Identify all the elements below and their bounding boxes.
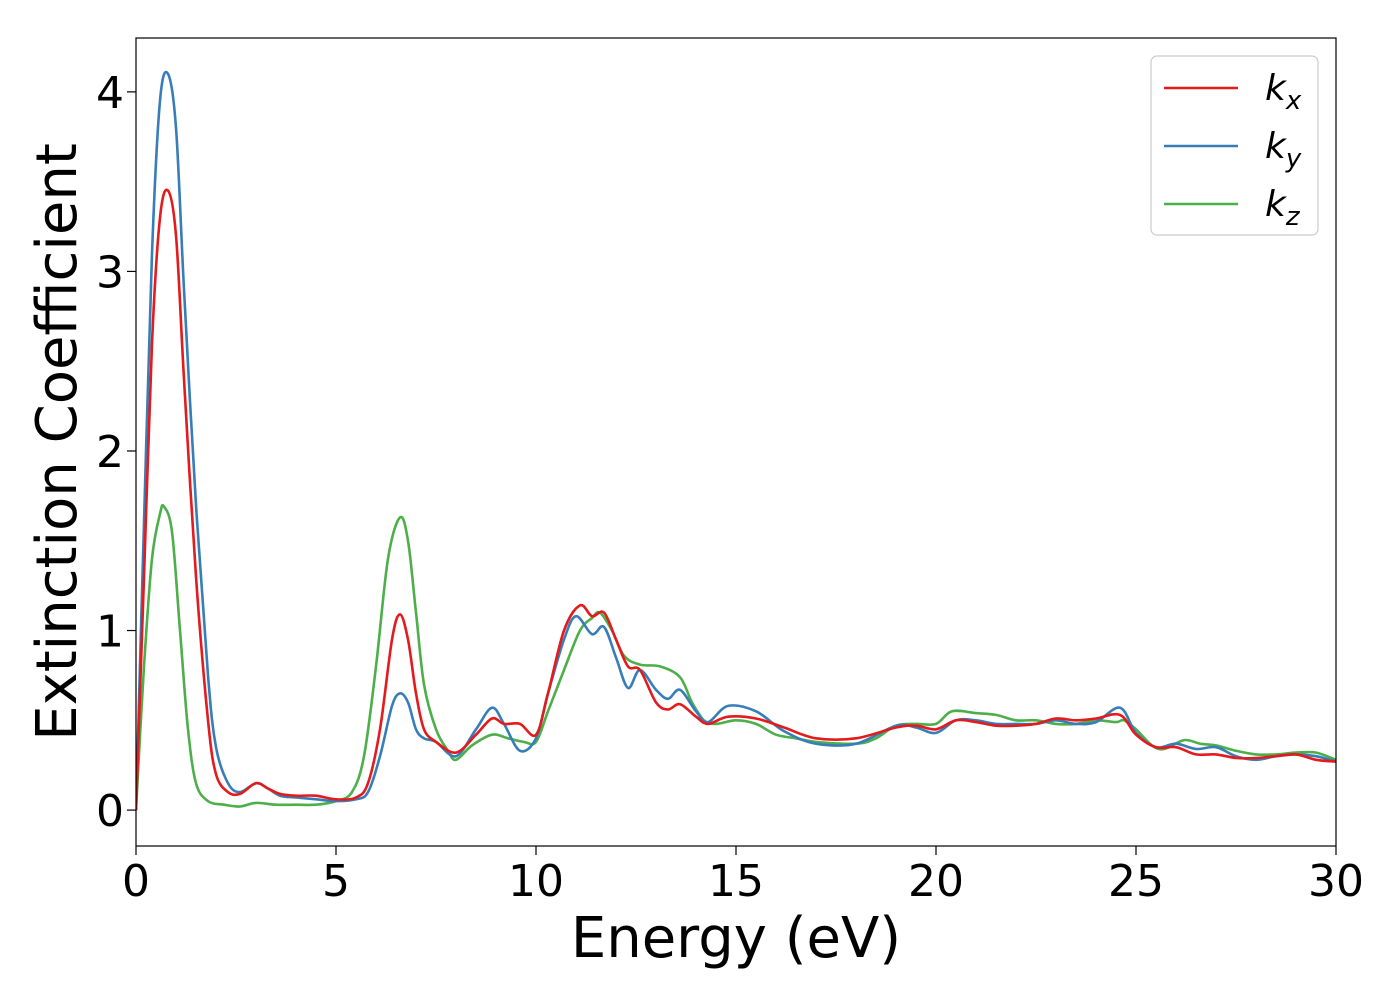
y-tick-label: 2 (96, 427, 124, 478)
legend-label-main: k (1265, 184, 1288, 225)
series-layer (136, 70, 1336, 811)
series-line-kz (136, 503, 1336, 811)
y-axis: 0 1 2 3 4 (96, 68, 136, 837)
legend-label-subscript: y (1285, 144, 1302, 174)
x-axis: 0 5 10 15 20 25 30 (122, 846, 1364, 907)
x-tick-label: 5 (322, 856, 350, 907)
legend-label-main: k (1265, 126, 1288, 167)
plot-area (136, 38, 1336, 846)
x-tick-label: 25 (1108, 856, 1164, 907)
legend-label-main: k (1265, 68, 1288, 109)
legend-label-subscript: x (1285, 86, 1302, 116)
legend-label-subscript: z (1285, 202, 1301, 232)
y-axis-label: Extinction Coefficient (25, 143, 90, 741)
x-axis-label: Energy (eV) (571, 906, 901, 971)
y-tick-label: 4 (96, 68, 124, 119)
legend-label-ky: ky (1265, 126, 1302, 174)
legend-label-kx: kx (1265, 68, 1302, 116)
series-line-kx (136, 188, 1336, 811)
x-tick-label: 20 (908, 856, 964, 907)
x-tick-label: 30 (1308, 856, 1364, 907)
y-tick-label: 0 (96, 786, 124, 837)
series-line-ky (136, 70, 1336, 811)
legend-label-kz: kz (1265, 184, 1301, 232)
y-tick-label: 3 (96, 247, 124, 298)
x-tick-label: 15 (708, 856, 764, 907)
x-tick-label: 0 (122, 856, 150, 907)
x-tick-label: 10 (508, 856, 564, 907)
y-tick-label: 1 (96, 607, 124, 658)
